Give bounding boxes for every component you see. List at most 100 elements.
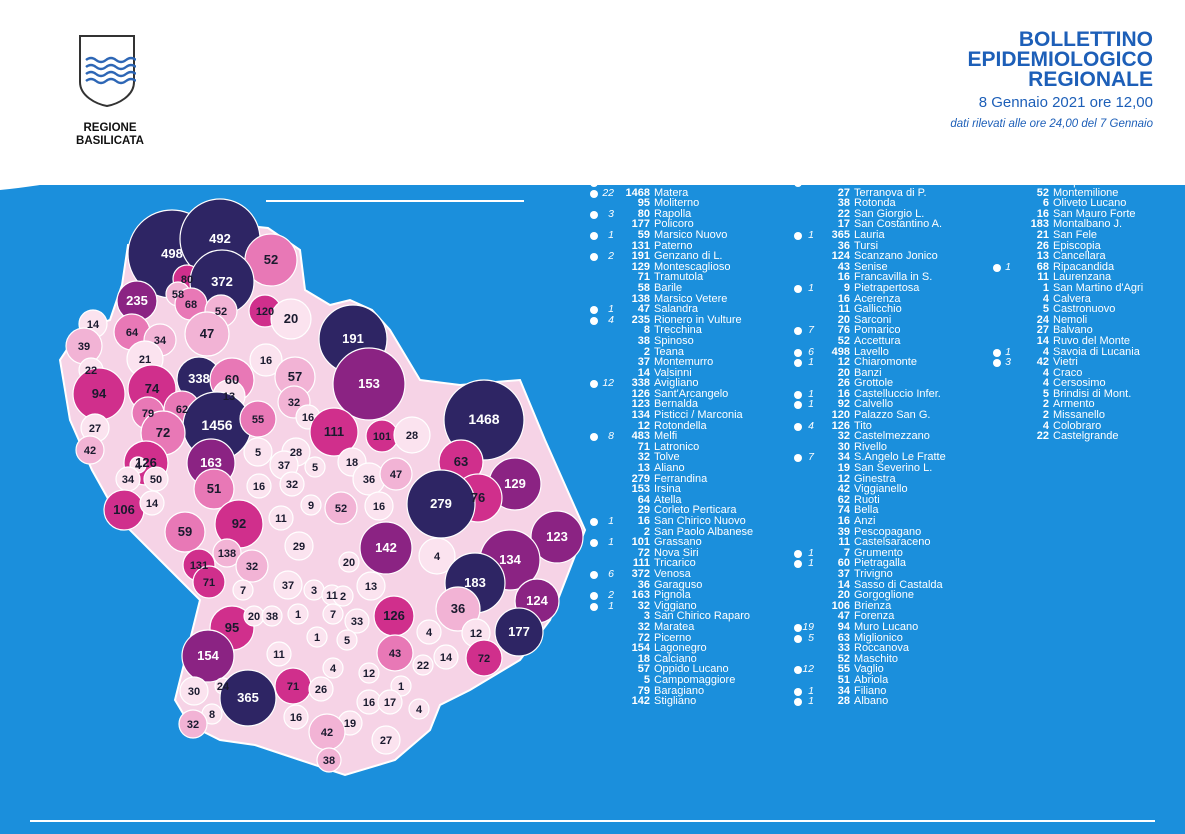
map-case-label: 72: [156, 425, 170, 440]
list-item: 71 Tramutola: [590, 272, 790, 283]
map-case-label: 16: [260, 355, 272, 367]
municipality-name: Francavilla in S.: [854, 271, 933, 284]
total-cases: 134: [631, 409, 650, 422]
map-case-label: 1: [314, 632, 320, 644]
total-cases: 11: [1037, 271, 1049, 284]
map-case-label: 16: [363, 697, 375, 709]
map-case-label: 43: [389, 648, 401, 660]
list-item: 9 1456 Potenza: [590, 177, 790, 188]
new-case-dot-icon: [794, 623, 802, 632]
map-case-label: 79: [142, 408, 154, 420]
title-line2: EPIDEMIOLOGICO: [967, 48, 1153, 71]
municipality-area: [239, 400, 277, 438]
municipality-name: Avigliano: [654, 377, 699, 390]
municipality-area: [336, 629, 358, 651]
municipality-name: Valsinni: [654, 366, 692, 379]
list-item: 4 126 Tito: [790, 420, 980, 432]
list-item: 1 365 Lauria: [790, 230, 980, 241]
total-cases: 80: [637, 207, 650, 220]
map-case-label: 72: [478, 653, 490, 665]
list-item: 29 Corleto Perticara: [590, 505, 790, 516]
municipality-name: Ripacandida: [1053, 260, 1115, 273]
map-case-label: 22: [85, 365, 97, 377]
total-cases: 20: [837, 589, 850, 602]
total-cases: 76: [837, 324, 850, 337]
municipality-name: Potenza: [654, 176, 695, 188]
total-cases: 1: [1042, 281, 1049, 294]
list-item: 1 Noepoli: [985, 177, 1165, 188]
new-cases-today: 12: [602, 377, 614, 390]
total-cases: 59: [637, 228, 650, 241]
list-item: 19 San Severino L.: [790, 463, 980, 474]
list-item: 4 Craco: [985, 367, 1165, 379]
list-item: 12 Ginestra: [790, 473, 980, 485]
municipality-area: [268, 505, 294, 531]
map-case-label: 94: [92, 386, 107, 401]
list-item: 16 Francavilla in S.: [790, 272, 980, 283]
list-item: 22 Castelgrande: [985, 431, 1165, 442]
municipality-name: San Giorgio L.: [854, 207, 925, 220]
municipality-area: [178, 709, 208, 739]
list-item: 1 34 Filiano: [790, 685, 980, 697]
total-cases: 12: [637, 419, 650, 432]
total-cases: 16: [637, 515, 650, 527]
map-case-label: 32: [286, 479, 298, 491]
map-case-label: 55: [252, 414, 264, 426]
map-case-label: 4: [426, 627, 433, 639]
map-case-label: 12: [363, 668, 375, 680]
map-case-label: 138: [218, 548, 236, 560]
list-item: 4 Colobraro: [985, 420, 1165, 432]
map-case-label: 1456: [201, 417, 232, 433]
list-item: 154 Lagonegro: [590, 643, 790, 654]
new-case-dot-icon: [794, 422, 802, 431]
municipality-name: Viggianello: [854, 483, 908, 496]
list-item: 20 Sarconi: [790, 314, 980, 326]
municipality-name: Marsico Nuovo: [654, 228, 728, 241]
map-case-label: 13: [365, 581, 377, 593]
new-case-dot-icon: [590, 380, 598, 389]
total-cases: 28: [837, 695, 850, 708]
map-case-label: 28: [406, 430, 418, 442]
list-item: 5 63 Miglionico: [790, 632, 980, 644]
new-case-dot-icon: [794, 327, 802, 336]
municipality-name: Scanzano Jonico: [854, 250, 938, 263]
municipality-name: Montemurro: [654, 356, 714, 369]
municipality-area: [416, 619, 442, 645]
municipality-name: Ferrandina: [654, 472, 708, 485]
divider: [266, 200, 524, 202]
total-cases: 32: [637, 599, 650, 612]
map-case-label: 372: [211, 274, 233, 289]
map-case-label: 126: [135, 455, 157, 470]
municipality-name: Anzi: [854, 515, 876, 527]
new-case-dot-icon: [590, 433, 598, 442]
new-case-dot-icon: [590, 210, 598, 219]
total-cases: 58: [637, 281, 650, 294]
list-item: 1 50 Satriano: [790, 177, 980, 188]
total-cases: 26: [1036, 239, 1049, 252]
municipality-name: Stigliano: [654, 695, 697, 708]
municipality-area: [359, 521, 413, 575]
map-case-label: 20: [284, 311, 298, 326]
new-cases-today: 1: [1005, 345, 1011, 358]
list-title-line2: NEI COMUNI: [600, 136, 708, 156]
municipality-name: Montemilione: [1053, 186, 1119, 199]
list-item: 153 Irsina: [590, 484, 790, 495]
list-item: 57 Oppido Lucano: [590, 664, 790, 675]
municipality-name: Grottole: [854, 377, 894, 390]
list-item: 33 Roccanova: [790, 643, 980, 654]
list-item: 111 Tricarico: [590, 558, 790, 569]
map-case-label: 20: [343, 557, 355, 569]
new-cases-today: 22: [602, 186, 614, 199]
new-cases-today: 2: [608, 250, 614, 263]
map-case-label: 62: [176, 404, 188, 416]
total-cases: 27: [837, 186, 850, 199]
total-cases: 42: [1036, 356, 1049, 369]
municipality-name: Palazzo San G.: [854, 409, 931, 422]
municipality-name: Pignola: [654, 589, 691, 602]
municipality-name: Accettura: [854, 334, 901, 347]
total-cases: 55: [837, 663, 850, 676]
total-cases: 32: [637, 620, 650, 633]
new-cases-today: 6: [808, 345, 814, 358]
